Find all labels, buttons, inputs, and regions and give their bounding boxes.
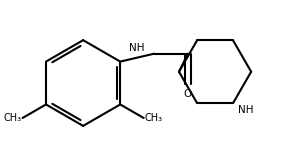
Text: O: O: [184, 89, 192, 99]
Text: CH₃: CH₃: [3, 113, 21, 123]
Text: CH₃: CH₃: [145, 113, 163, 123]
Text: NH: NH: [130, 43, 145, 53]
Text: NH: NH: [238, 105, 253, 115]
